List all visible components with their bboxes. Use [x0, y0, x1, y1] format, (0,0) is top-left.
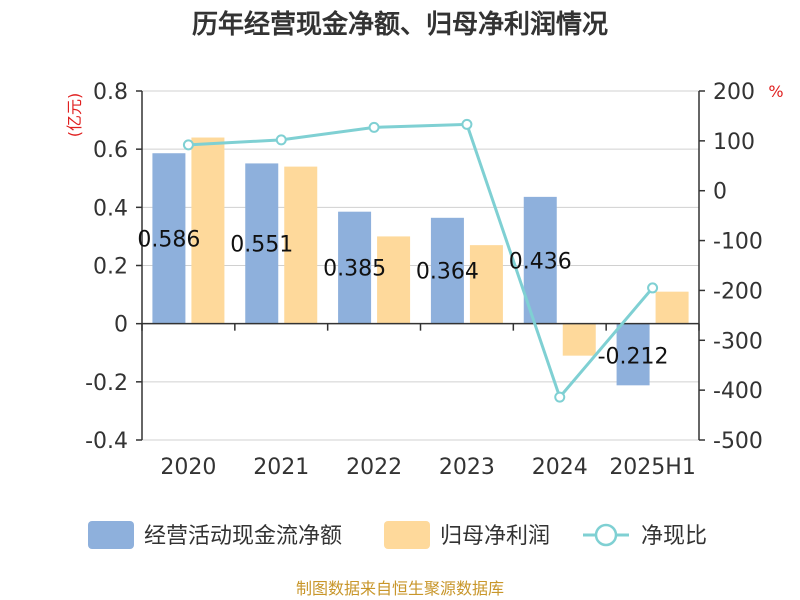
bars [152, 137, 689, 386]
data-label-cashflow: -0.212 [598, 344, 669, 369]
left-axis-tick-label: 0.8 [93, 80, 128, 105]
bar-netprofit [562, 323, 596, 356]
x-axis-tick-label: 2023 [439, 455, 495, 480]
left-axis-tick-label: 0.6 [93, 138, 128, 163]
data-label-cashflow: 0.436 [509, 249, 572, 274]
bar-cashflow [523, 196, 557, 324]
bar-netprofit [191, 137, 225, 324]
ratio-line-path [188, 122, 654, 401]
left-axis-tick-label: 0.4 [93, 196, 128, 221]
chart-title: 历年经营现金净额、归母净利润情况 [192, 9, 608, 40]
legend-swatch-cashflow [88, 521, 134, 549]
legend-label-cashflow: 经营活动现金流净额 [144, 524, 342, 549]
right-axis-tick-label: -300 [713, 329, 763, 354]
right-axis-tick-label: -100 [713, 230, 763, 255]
bar-cashflow [245, 163, 279, 324]
x-axis-tick-label: 2025H1 [609, 455, 696, 480]
ratio-point [554, 391, 566, 403]
right-axis-tick-label: 200 [713, 80, 755, 105]
left-axis-tick-label: -0.4 [85, 429, 128, 454]
x-axis-tick-label: 2021 [253, 455, 309, 480]
bar-netprofit [655, 291, 689, 324]
bar-netprofit [469, 245, 503, 324]
legend: 经营活动现金流净额 归母净利润 净现比 [88, 521, 707, 549]
x-axis-tick-label: 2022 [346, 455, 402, 480]
right-axis-tick-label: 0 [713, 180, 727, 205]
ratio-point [275, 134, 287, 146]
left-axis-tick-label: 0 [114, 313, 128, 338]
x-axis-tick-label: 2020 [160, 455, 216, 480]
legend-marker-ratio [594, 523, 618, 547]
tick-labels: -0.4 -0.2 0 0.2 0.4 0.6 0.8 -500 -400 -300 -200 -10… [85, 80, 763, 480]
right-axis-tick-label: -400 [713, 379, 763, 404]
legend-label-netprofit: 归母净利润 [440, 524, 550, 549]
ratio-point [647, 282, 659, 294]
data-source: 制图数据来自恒生聚源数据库 [296, 579, 504, 598]
ratio-point [368, 121, 380, 133]
left-axis-unit: (亿元) [65, 93, 84, 138]
bar-cashflow [152, 153, 186, 324]
right-axis-tick-label: 100 [713, 130, 755, 155]
ratio-point [461, 118, 473, 130]
bar-netprofit [284, 166, 318, 324]
legend-swatch-netprofit [384, 521, 430, 549]
bar-cashflow [430, 217, 464, 324]
bar-cashflow [616, 323, 650, 386]
data-label-cashflow: 0.385 [323, 257, 386, 282]
right-axis-tick-label: -200 [713, 279, 763, 304]
axes [136, 90, 705, 441]
bar-netprofit [377, 236, 411, 324]
ratio-line [182, 118, 659, 403]
data-label-cashflow: 0.364 [416, 260, 479, 285]
data-label-cashflow: 0.586 [137, 227, 200, 252]
right-axis-tick-label: -500 [713, 429, 763, 454]
left-axis-tick-label: 0.2 [93, 255, 128, 280]
right-axis-unit: % [768, 82, 783, 101]
data-label-cashflow: 0.551 [230, 233, 293, 258]
bar-cashflow [338, 211, 372, 324]
data-labels: 0.586 0.551 0.385 0.364 0.436 -0.212 [137, 227, 668, 369]
ratio-point [182, 139, 194, 151]
x-axis-tick-label: 2024 [532, 455, 588, 480]
left-axis-tick-label: -0.2 [85, 371, 128, 396]
legend-label-ratio: 净现比 [641, 524, 707, 549]
